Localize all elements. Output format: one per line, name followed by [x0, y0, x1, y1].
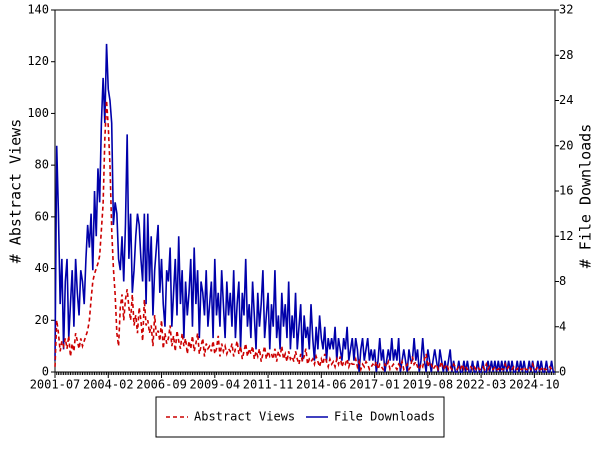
y-tick-label: 120 — [27, 54, 49, 68]
x-tick-label: 2009-04 — [190, 378, 241, 392]
y-axis-title: # Abstract Views — [7, 119, 25, 264]
y-tick-label: 140 — [27, 3, 49, 17]
legend-label: File Downloads — [334, 410, 435, 424]
y-tick-label: 20 — [35, 313, 49, 327]
x-tick-label: 2022-03 — [456, 378, 507, 392]
y-tick-label: 0 — [42, 365, 49, 379]
x-tick-label: 2001-07 — [30, 378, 81, 392]
y2-tick-label: 0 — [559, 365, 566, 379]
y-tick-label: 100 — [27, 106, 49, 120]
legend-box — [155, 396, 445, 438]
y-tick-label: 40 — [35, 261, 49, 275]
x-tick-label: 2014-06 — [296, 378, 347, 392]
y2-tick-label: 28 — [559, 48, 573, 62]
series-line — [54, 100, 555, 373]
y2-tick-label: 8 — [559, 274, 566, 288]
x-tick-label: 2006-09 — [136, 378, 187, 392]
x-tick-label: 2024-10 — [509, 378, 560, 392]
y2-tick-label: 16 — [559, 184, 573, 198]
x-tick-label: 2011-11 — [243, 378, 294, 392]
y-tick-label: 60 — [35, 209, 49, 223]
y2-axis-title: # File Downloads — [577, 124, 595, 269]
legend-label: Abstract Views — [194, 410, 295, 424]
y2-tick-label: 24 — [559, 93, 573, 107]
y2-tick-label: 12 — [559, 229, 573, 243]
y2-tick-label: 20 — [559, 138, 573, 152]
series-line — [54, 43, 555, 373]
y2-tick-label: 4 — [559, 319, 566, 333]
y-tick-label: 80 — [35, 158, 49, 172]
x-tick-label: 2004-02 — [83, 378, 134, 392]
x-tick-label: 2017-01 — [349, 378, 400, 392]
x-tick-label: 2019-08 — [403, 378, 454, 392]
y2-tick-label: 32 — [559, 3, 573, 17]
